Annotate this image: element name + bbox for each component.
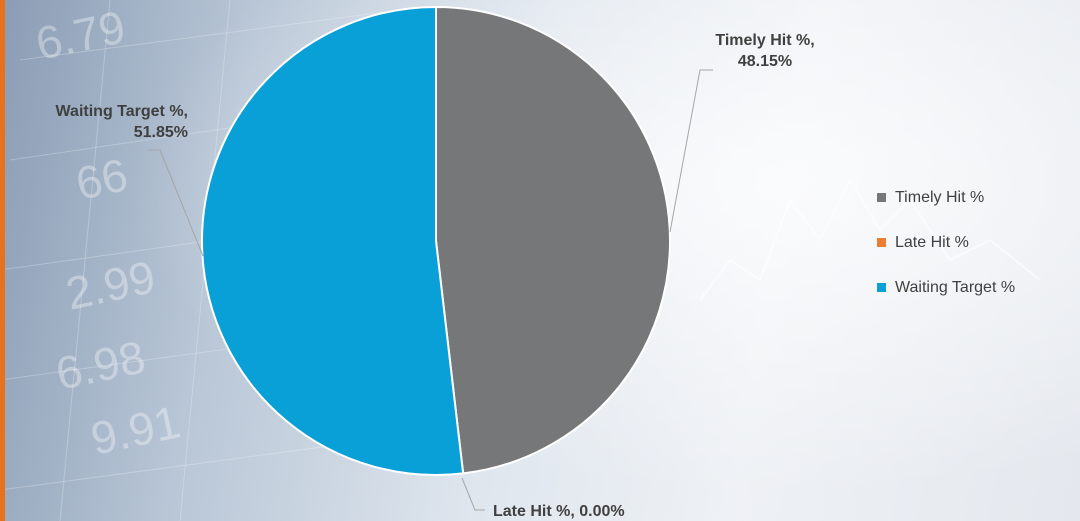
pie-slice-timely-hit [435, 5, 671, 475]
data-label-waiting-target: Waiting Target %, 51.85% [56, 103, 188, 141]
legend-item-waiting-target: Waiting Target % [877, 276, 1015, 299]
legend-item-timely-hit: Timely Hit % [877, 186, 1015, 209]
legend-swatch-late-hit [877, 238, 886, 247]
pie-slice-waiting-target [201, 5, 465, 476]
legend-label-timely-hit: Timely Hit % [895, 188, 985, 206]
legend-label-late-hit: Late Hit % [895, 233, 969, 251]
legend-item-late-hit: Late Hit % [877, 231, 1015, 254]
chart-legend: Timely Hit % Late Hit % Waiting Target % [877, 186, 1015, 321]
legend-swatch-waiting-target [877, 283, 886, 292]
leader-line-timely-hit [669, 69, 713, 233]
leader-line-late-hit [461, 477, 485, 511]
left-accent-bar [0, 0, 5, 521]
legend-label-waiting-target: Waiting Target % [895, 278, 1016, 296]
leader-line-waiting-target [148, 149, 204, 257]
legend-swatch-timely-hit [877, 193, 886, 202]
data-label-late-hit: Late Hit %, 0.00% [493, 503, 625, 520]
data-label-timely-hit: Timely Hit %, 48.15% [715, 32, 814, 70]
